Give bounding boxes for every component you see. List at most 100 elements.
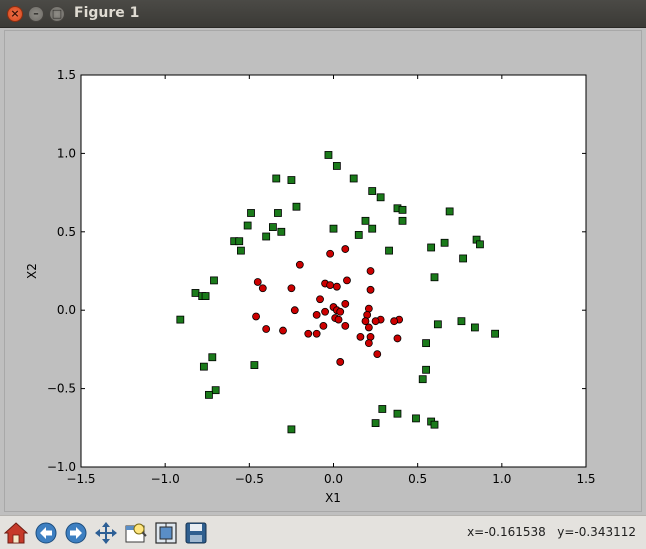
back-arrow-icon (35, 522, 57, 544)
green-square-point (268, 223, 277, 231)
green-square-point (349, 174, 358, 183)
y-tick-label: 0.5 (57, 225, 76, 239)
green-square-point (412, 414, 420, 423)
save-button[interactable] (183, 520, 209, 546)
forward-button[interactable] (63, 520, 89, 546)
pan-icon (95, 522, 117, 544)
forward-arrow-icon (65, 522, 87, 544)
red-circle-point (316, 295, 324, 304)
green-square-point (235, 237, 244, 246)
green-square-point (237, 246, 245, 255)
x-tick-label: −1.0 (151, 472, 180, 486)
red-circle-point (341, 300, 350, 308)
red-circle-point (287, 284, 296, 293)
green-square-point (191, 289, 200, 297)
green-square-point (378, 405, 387, 413)
pan-button[interactable] (93, 520, 119, 546)
green-square-point (422, 339, 430, 348)
home-button[interactable] (3, 520, 29, 546)
subplots-icon (155, 522, 177, 544)
green-square-point (292, 202, 301, 211)
red-circle-point (319, 321, 328, 330)
minimize-window-button[interactable]: – (28, 6, 44, 22)
green-square-point (332, 162, 341, 170)
scatter-chart: −1.5 −1.0 −0.5 0.0 0.5 1.0 1.51.51.00.50.0−0.5… (25, 68, 596, 505)
red-circle-point (364, 339, 373, 348)
subplots-button[interactable] (153, 520, 179, 546)
x-tick-label: 1.5 (576, 472, 595, 486)
green-square-point (418, 375, 427, 384)
maximize-window-button[interactable]: □ (49, 6, 65, 22)
green-square-point (354, 231, 363, 239)
x-tick-label: 0.5 (408, 472, 427, 486)
red-circle-point (364, 323, 373, 332)
y-tick-label: −0.5 (47, 382, 76, 396)
y-tick-label: 1.5 (57, 68, 76, 82)
x-tick-label: −1.5 (66, 472, 95, 486)
red-circle-point (336, 358, 345, 366)
red-circle-point (321, 307, 329, 316)
green-square-point (205, 390, 213, 399)
red-circle-point (326, 281, 335, 290)
window-title: Figure 1 (74, 5, 140, 21)
red-circle-point (336, 307, 345, 316)
green-square-point (457, 317, 466, 326)
home-icon (4, 522, 28, 544)
zoom-button[interactable] (123, 520, 149, 546)
red-circle-point (373, 350, 382, 359)
x-tick-label: 1.0 (492, 472, 511, 486)
red-circle-point (312, 311, 321, 319)
axis-ticks: −1.5 −1.0 −0.5 0.0 0.5 1.0 1.51.51.00.50.0−0.5… (47, 68, 596, 486)
y-tick-label: −1.0 (47, 460, 76, 474)
green-square-point (376, 193, 385, 202)
green-square-point (427, 243, 436, 252)
green-square-point (491, 329, 500, 338)
coordinate-readout: x=-0.161538 y=-0.343112 (467, 525, 636, 539)
y-tick-label: 0.0 (57, 303, 76, 317)
green-square-point (201, 292, 210, 300)
green-square-point (459, 254, 468, 263)
green-square-point (430, 420, 439, 429)
green-square-point (208, 353, 217, 362)
green-square-point (422, 365, 430, 374)
close-window-button[interactable]: × (7, 6, 23, 22)
save-icon (185, 522, 207, 544)
red-circle-point (334, 315, 343, 324)
red-circle-point (356, 332, 365, 341)
green-square-point (361, 216, 370, 225)
green-square-point (368, 187, 377, 195)
x-tick-label: 0.0 (324, 472, 343, 486)
red-circle-point (262, 325, 271, 333)
green-square-point (385, 246, 393, 255)
navigation-toolbar: x=-0.161538 y=-0.343112 (0, 515, 646, 549)
green-square-point (430, 273, 439, 282)
red-circle-point (393, 334, 402, 343)
green-square-point (440, 238, 449, 247)
x-axis-label: X1 (325, 491, 341, 505)
green-square-point (287, 425, 296, 434)
red-circle-point (258, 284, 267, 293)
green-square-point (324, 151, 333, 159)
green-square-point (433, 320, 442, 329)
back-button[interactable] (33, 520, 59, 546)
red-circle-point (252, 312, 260, 321)
y-tick-label: 1.0 (57, 146, 76, 160)
red-circle-point (279, 326, 287, 335)
red-circle-point (390, 317, 399, 326)
red-circle-point (371, 317, 380, 326)
window-titlebar: × – □ Figure 1 (0, 0, 646, 28)
red-circle-point (290, 306, 299, 315)
plot-area (80, 74, 587, 468)
data-points (176, 151, 500, 434)
green-square-point (398, 216, 407, 225)
green-square-point (250, 361, 259, 369)
green-square-point (210, 276, 218, 285)
green-square-point (274, 209, 282, 217)
green-square-point (368, 224, 377, 233)
red-circle-point (253, 278, 262, 286)
green-square-point (176, 315, 185, 324)
green-square-point (476, 240, 484, 249)
red-circle-point (312, 329, 321, 338)
red-circle-point (332, 282, 341, 291)
green-square-point (262, 232, 271, 241)
